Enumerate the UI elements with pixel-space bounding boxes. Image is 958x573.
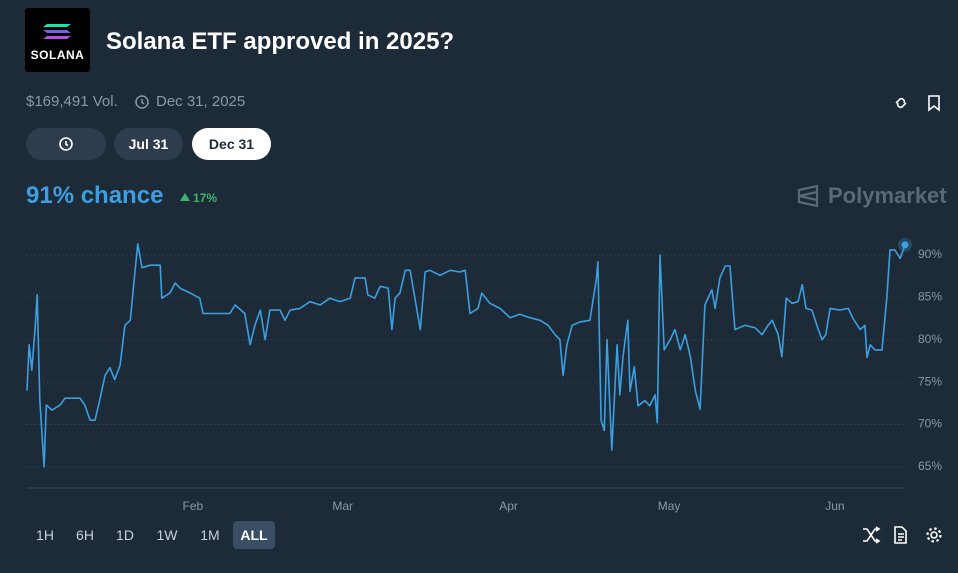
x-tick-label: Mar bbox=[332, 499, 353, 513]
chart: 65% 70% 75% 80% 85% 90% Feb Mar Apr May Jun bbox=[26, 237, 942, 513]
actions[interactable] bbox=[893, 94, 943, 112]
up-arrow bbox=[180, 193, 190, 201]
price-line bbox=[26, 243, 906, 468]
date-tab[interactable]: Jul 31 bbox=[114, 128, 183, 160]
range-button[interactable]: 6H bbox=[76, 527, 94, 543]
y-tick-label: 90% bbox=[918, 247, 942, 261]
range-button[interactable]: 1D bbox=[116, 527, 134, 543]
brand: Polymarket bbox=[828, 183, 947, 208]
history-tab[interactable] bbox=[26, 128, 106, 160]
title: Solana ETF approved in 2025? bbox=[106, 28, 455, 55]
brand-icon bbox=[797, 184, 819, 208]
date-tab[interactable]: Dec 31 bbox=[192, 128, 271, 160]
chance-change: 17% bbox=[193, 191, 218, 205]
range-button[interactable]: ALL bbox=[233, 521, 275, 549]
y-tick-label: 85% bbox=[918, 290, 942, 304]
chart-tools[interactable] bbox=[860, 525, 945, 545]
logo-mark bbox=[43, 24, 71, 39]
range-button[interactable]: 1M bbox=[200, 527, 220, 543]
x-tick-label: Jun bbox=[825, 499, 844, 513]
end-date: Dec 31, 2025 bbox=[156, 93, 246, 110]
logo-text: SOLANA bbox=[30, 48, 85, 62]
x-tick-label: May bbox=[658, 499, 681, 513]
y-tick-label: 75% bbox=[918, 374, 942, 388]
y-tick-label: 65% bbox=[918, 459, 942, 473]
x-tick-label: Apr bbox=[499, 499, 518, 513]
chance: 91% chance bbox=[26, 182, 164, 209]
last-point bbox=[901, 241, 909, 249]
volume: $169,491 Vol. bbox=[26, 93, 118, 110]
y-tick-label: 70% bbox=[918, 417, 942, 431]
range-button[interactable]: 1W bbox=[156, 527, 178, 543]
logo: SOLANA bbox=[25, 8, 90, 72]
range-button[interactable]: 1H bbox=[36, 527, 54, 543]
clock-icon bbox=[135, 95, 149, 109]
y-tick-label: 80% bbox=[918, 332, 942, 346]
x-tick-label: Feb bbox=[183, 499, 204, 513]
